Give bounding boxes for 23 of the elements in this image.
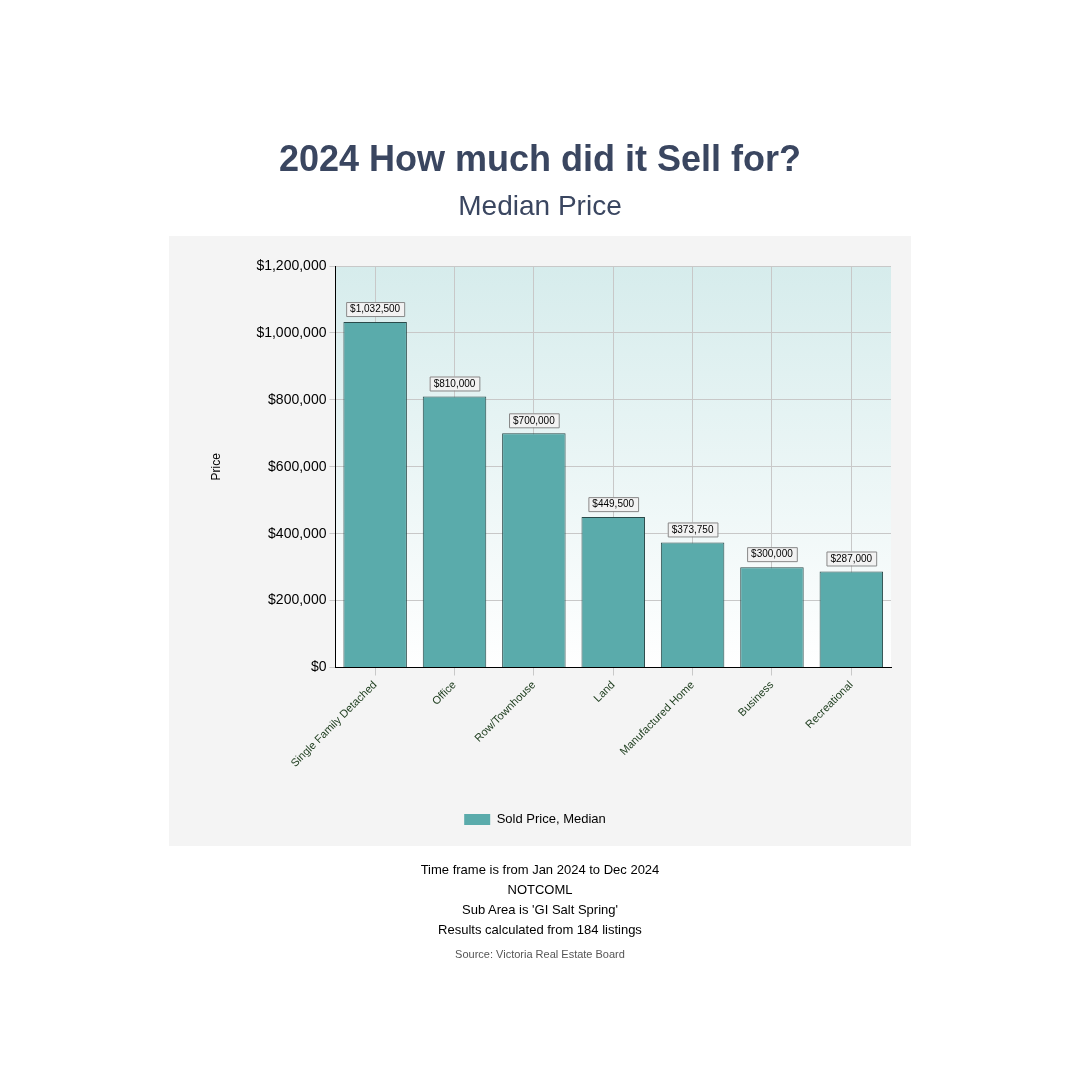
y-tick-label: $0	[310, 658, 327, 675]
data-label: $449,500	[592, 498, 635, 510]
y-tick-label: $200,000	[268, 591, 327, 608]
data-label: $810,000	[433, 377, 476, 389]
data-label: $287,000	[830, 552, 873, 564]
legend-label: Sold Price, Median	[496, 811, 606, 827]
y-tick-label: $600,000	[268, 457, 327, 474]
data-label: $373,750	[671, 523, 714, 535]
data-label: $300,000	[751, 548, 794, 560]
y-tick-label: $1,200,000	[256, 256, 327, 273]
text: Time frame is from Jan 2024 to Dec 2024	[419, 861, 661, 879]
data-label: $700,000	[513, 414, 556, 426]
chart-title: 2024 How much did it Sell for?	[277, 138, 803, 180]
chart-subtitle: Median Price	[457, 190, 623, 222]
y-axis-title: Price	[208, 452, 223, 481]
text: Sub Area is 'GI Salt Spring'	[461, 901, 619, 919]
y-tick-label: $800,000	[268, 390, 327, 407]
y-tick-label: $400,000	[268, 524, 327, 541]
text: Results calculated from 184 listings	[437, 921, 643, 939]
data-label: $1,032,500	[350, 303, 401, 315]
text: NOTCOML	[506, 881, 574, 899]
source-note: Source: Victoria Real Estate Board	[454, 947, 626, 962]
y-tick-label: $1,000,000	[256, 323, 327, 340]
